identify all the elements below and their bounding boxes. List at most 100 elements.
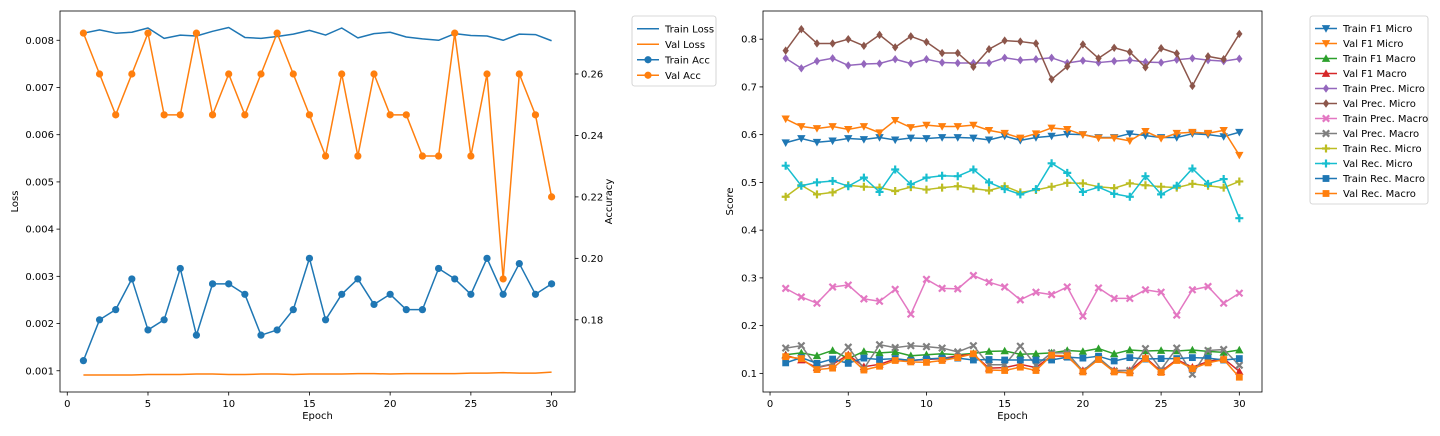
series-line [82, 257, 552, 361]
data-point [906, 134, 916, 143]
legend-item [1315, 129, 1337, 138]
x-tick-label: 5 [145, 399, 151, 410]
data-point [985, 186, 994, 195]
series-line [785, 162, 1241, 219]
data-point [1094, 283, 1103, 292]
data-point [1078, 312, 1087, 321]
data-point [1157, 288, 1166, 297]
data-point [890, 136, 900, 145]
x-tick-label: 15 [998, 399, 1011, 410]
data-point [1031, 349, 1041, 358]
x-tick-label: 0 [64, 399, 70, 410]
data-point [192, 331, 201, 339]
data-point [844, 135, 853, 143]
data-point [531, 111, 540, 119]
data-point [1219, 127, 1228, 135]
legend-marker [1322, 144, 1330, 153]
data-point [418, 152, 427, 160]
data-point [1001, 367, 1009, 374]
series-line [83, 371, 552, 376]
data-point [1048, 75, 1055, 84]
data-point [1235, 373, 1243, 381]
data-point [875, 129, 884, 137]
legend-label: Train F1 Micro [1342, 24, 1412, 35]
legend-label: Train Prec. Micro [1342, 84, 1425, 95]
legend-item [1315, 144, 1337, 153]
data-point [531, 290, 540, 298]
x-axis-label: Epoch [997, 411, 1028, 422]
data-point [128, 275, 136, 283]
y-right-tick-label: 0.26 [581, 69, 603, 80]
series-val-prec-micro [782, 24, 1243, 91]
data-point [844, 182, 853, 191]
data-point [1032, 39, 1040, 48]
data-point [1063, 130, 1072, 139]
series-train-loss [83, 26, 552, 42]
data-point [1032, 367, 1040, 374]
series-val-f1-micro [781, 115, 1244, 160]
data-point [321, 316, 330, 324]
y-tick-label: 0.8 [741, 35, 757, 46]
legend-marker [644, 71, 652, 79]
data-point [782, 54, 789, 63]
data-point [1125, 179, 1134, 188]
series-val-rec-macro [782, 350, 1243, 381]
data-point [467, 290, 475, 298]
data-point [547, 193, 556, 201]
data-point [969, 134, 978, 143]
data-point [241, 111, 249, 119]
data-point [1188, 128, 1197, 137]
legend-item [1315, 84, 1337, 93]
y-tick-label: 0.5 [741, 178, 757, 189]
legend [631, 15, 717, 87]
data-point [1125, 345, 1135, 354]
data-point [418, 306, 427, 314]
data-point [829, 355, 837, 363]
data-point [1142, 57, 1149, 67]
data-point [1031, 130, 1041, 138]
data-point [451, 29, 459, 37]
data-point [1000, 346, 1009, 355]
data-point [1141, 344, 1150, 353]
data-point [1017, 37, 1024, 46]
data-point [922, 185, 931, 194]
data-point [1220, 55, 1227, 64]
data-point [1031, 134, 1041, 142]
data-point [1048, 356, 1056, 364]
x-tick-label: 25 [465, 399, 478, 410]
data-point [1172, 134, 1181, 142]
data-point [273, 326, 281, 334]
legend-item [1315, 114, 1337, 123]
data-point [953, 123, 962, 131]
data-point [844, 126, 853, 134]
data-point [1219, 348, 1228, 356]
data-point [797, 355, 805, 362]
data-point [1031, 185, 1040, 194]
legend-marker [1321, 69, 1331, 77]
data-point [467, 152, 475, 160]
y-tick-label: 0.003 [25, 272, 54, 283]
data-point [112, 306, 120, 314]
data-point [922, 173, 931, 182]
data-point [499, 275, 507, 283]
data-point [892, 55, 899, 64]
data-point [797, 181, 806, 190]
legend-label: Train Prec. Macro [1342, 114, 1428, 125]
data-point [813, 366, 821, 373]
data-point [1156, 346, 1166, 354]
data-point [829, 364, 837, 372]
series-val-rec-micro [781, 159, 1244, 223]
legend [1309, 15, 1429, 205]
data-point [812, 190, 821, 199]
data-point [1188, 354, 1196, 362]
data-point [1079, 40, 1087, 49]
x-tick-label: 25 [1155, 399, 1168, 410]
data-point [1125, 130, 1135, 138]
data-point [79, 357, 88, 365]
data-point [1095, 356, 1102, 363]
data-point [208, 280, 217, 288]
legend-frame [1309, 15, 1429, 205]
data-point [1063, 282, 1072, 291]
data-point [1047, 124, 1056, 133]
data-point [1126, 55, 1133, 65]
